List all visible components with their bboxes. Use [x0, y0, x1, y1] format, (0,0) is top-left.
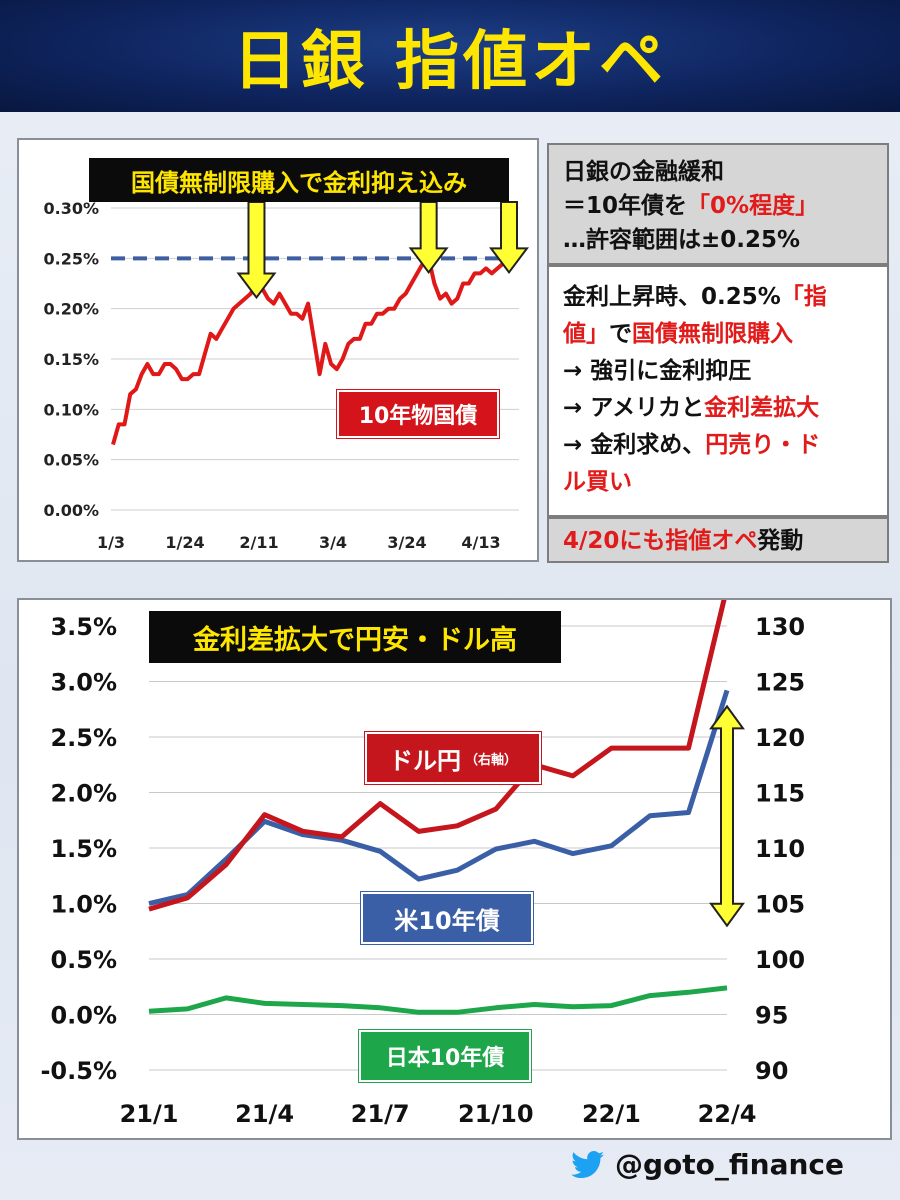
top-ytick-label: 0.20% [43, 300, 99, 319]
info-box-april20: 4/20にも指値オペ発動 [547, 517, 889, 563]
info3-a: 4/20にも [563, 528, 666, 554]
top-xtick-label: 1/24 [165, 533, 204, 552]
jgb-series-label: 10年物国債 [337, 390, 499, 438]
yellow-down-arrow-icon [489, 201, 529, 274]
header-banner: 日銀 指値オペ [0, 0, 900, 112]
usdjpy-label: ドル円 （右軸） [365, 732, 541, 784]
info2-l5a: → 金利求め、 [563, 432, 706, 458]
jp10y-label: 日本10年債 [359, 1030, 531, 1082]
info-box-monetary-easing: 日銀の金融緩和 ＝10年債を「0%程度」 …許容範囲は±0.25% [547, 143, 889, 265]
right-ytick-label: 130 [755, 613, 805, 641]
info2-l6: ル買い [563, 469, 632, 495]
bottom-xtick-label: 21/10 [458, 1100, 534, 1128]
top-chart-banner: 国債無制限購入で金利抑え込み [89, 158, 509, 202]
right-ytick-label: 95 [755, 1002, 788, 1030]
yellow-down-arrow-icon [236, 201, 277, 300]
bottom-chart-panel: -0.5% 0.0% 0.5% 1.0% 1.5% 2.0% 2.5% 3.0% 3.5% 90… [17, 598, 892, 1140]
left-ytick-label: 2.5% [50, 724, 117, 752]
spread-double-arrow-icon [709, 704, 745, 928]
left-ytick-label: -0.5% [40, 1057, 117, 1085]
top-ytick-label: 0.15% [43, 350, 99, 369]
jp-10y-line [148, 985, 728, 1015]
info3-c: 発動 [757, 528, 804, 554]
page-title: 日銀 指値オペ [232, 25, 668, 99]
left-ytick-label: 2.0% [50, 780, 117, 808]
usdjpy-label-text: ドル円 [388, 746, 461, 775]
top-ytick-label: 0.00% [43, 501, 99, 520]
usdjpy-line [148, 600, 727, 912]
right-ytick-label: 110 [755, 835, 805, 863]
twitter-bird-icon [571, 1150, 604, 1178]
us10y-label: 米10年債 [361, 892, 533, 944]
bottom-xtick-label: 21/7 [351, 1100, 410, 1128]
bottom-chart-banner: 金利差拡大で円安・ドル高 [149, 611, 561, 663]
right-ytick-label: 105 [755, 891, 805, 919]
jgb-10y-line [111, 256, 511, 446]
info2-l2a: 値」 [563, 321, 609, 347]
bottom-xtick-label: 21/1 [120, 1100, 179, 1128]
left-ytick-label: 3.5% [50, 613, 117, 641]
bottom-xtick-label: 22/1 [582, 1100, 641, 1128]
info2-l1a: 金利上昇時、0.25% [563, 284, 781, 310]
info2-l5b: 円売り・ド [705, 432, 821, 458]
footer-handle-text: @goto_finance [614, 1148, 844, 1181]
top-ytick-label: 0.10% [43, 400, 99, 419]
usdjpy-label-note: （右軸） [464, 752, 517, 768]
info1-line2b: 「0%程度」 [687, 193, 819, 219]
top-chart-panel: 0.00% 0.05% 0.10% 0.15% 0.20% 0.25% 0.30% 1/3 1… [17, 138, 539, 562]
info2-l3: → 強引に金利抑圧 [563, 358, 752, 384]
right-ytick-label: 125 [755, 669, 805, 697]
yellow-down-arrow-icon [408, 201, 449, 274]
right-ytick-label: 115 [755, 780, 805, 808]
top-xtick-label: 1/3 [97, 533, 125, 552]
info2-l2c: 国債無制限購入 [632, 321, 793, 347]
info3-b: 指値オペ [665, 528, 758, 554]
right-ytick-label: 100 [755, 946, 805, 974]
top-ytick-label: 0.30% [43, 199, 99, 218]
info-box-mechanism: 金利上昇時、0.25%「指 値」で国債無制限購入 → 強引に金利抑圧 → アメリ… [547, 265, 889, 517]
info1-line1: 日銀の金融緩和 [563, 159, 724, 185]
left-ytick-label: 1.0% [50, 891, 117, 919]
top-ytick-label: 0.05% [43, 451, 99, 470]
info2-l4b: 金利差拡大 [704, 395, 820, 421]
bottom-xtick-label: 21/4 [235, 1100, 294, 1128]
top-xtick-label: 4/13 [461, 533, 500, 552]
top-line-chart: 0.00% 0.05% 0.10% 0.15% 0.20% 0.25% 0.30% 1/3 1… [43, 199, 529, 552]
top-xtick-label: 3/4 [319, 533, 347, 552]
info2-l2b: で [609, 321, 632, 347]
right-ytick-label: 90 [755, 1057, 788, 1085]
info2-l1b: 「指 [780, 284, 827, 310]
bottom-xtick-label: 22/4 [698, 1100, 757, 1128]
info2-l4a: → アメリカと [563, 395, 705, 421]
top-xtick-label: 2/11 [239, 533, 278, 552]
info1-line3: …許容範囲は±0.25% [563, 227, 801, 253]
us-10y-line [148, 689, 730, 906]
info1-line2a: ＝10年債を [563, 193, 688, 219]
left-ytick-label: 0.0% [50, 1002, 117, 1030]
top-xtick-label: 3/24 [387, 533, 426, 552]
footer-handle[interactable]: @goto_finance [571, 1148, 844, 1181]
right-ytick-label: 120 [755, 724, 805, 752]
left-ytick-label: 1.5% [50, 835, 117, 863]
top-ytick-label: 0.25% [43, 249, 99, 268]
left-ytick-label: 3.0% [50, 669, 117, 697]
left-ytick-label: 0.5% [50, 946, 117, 974]
